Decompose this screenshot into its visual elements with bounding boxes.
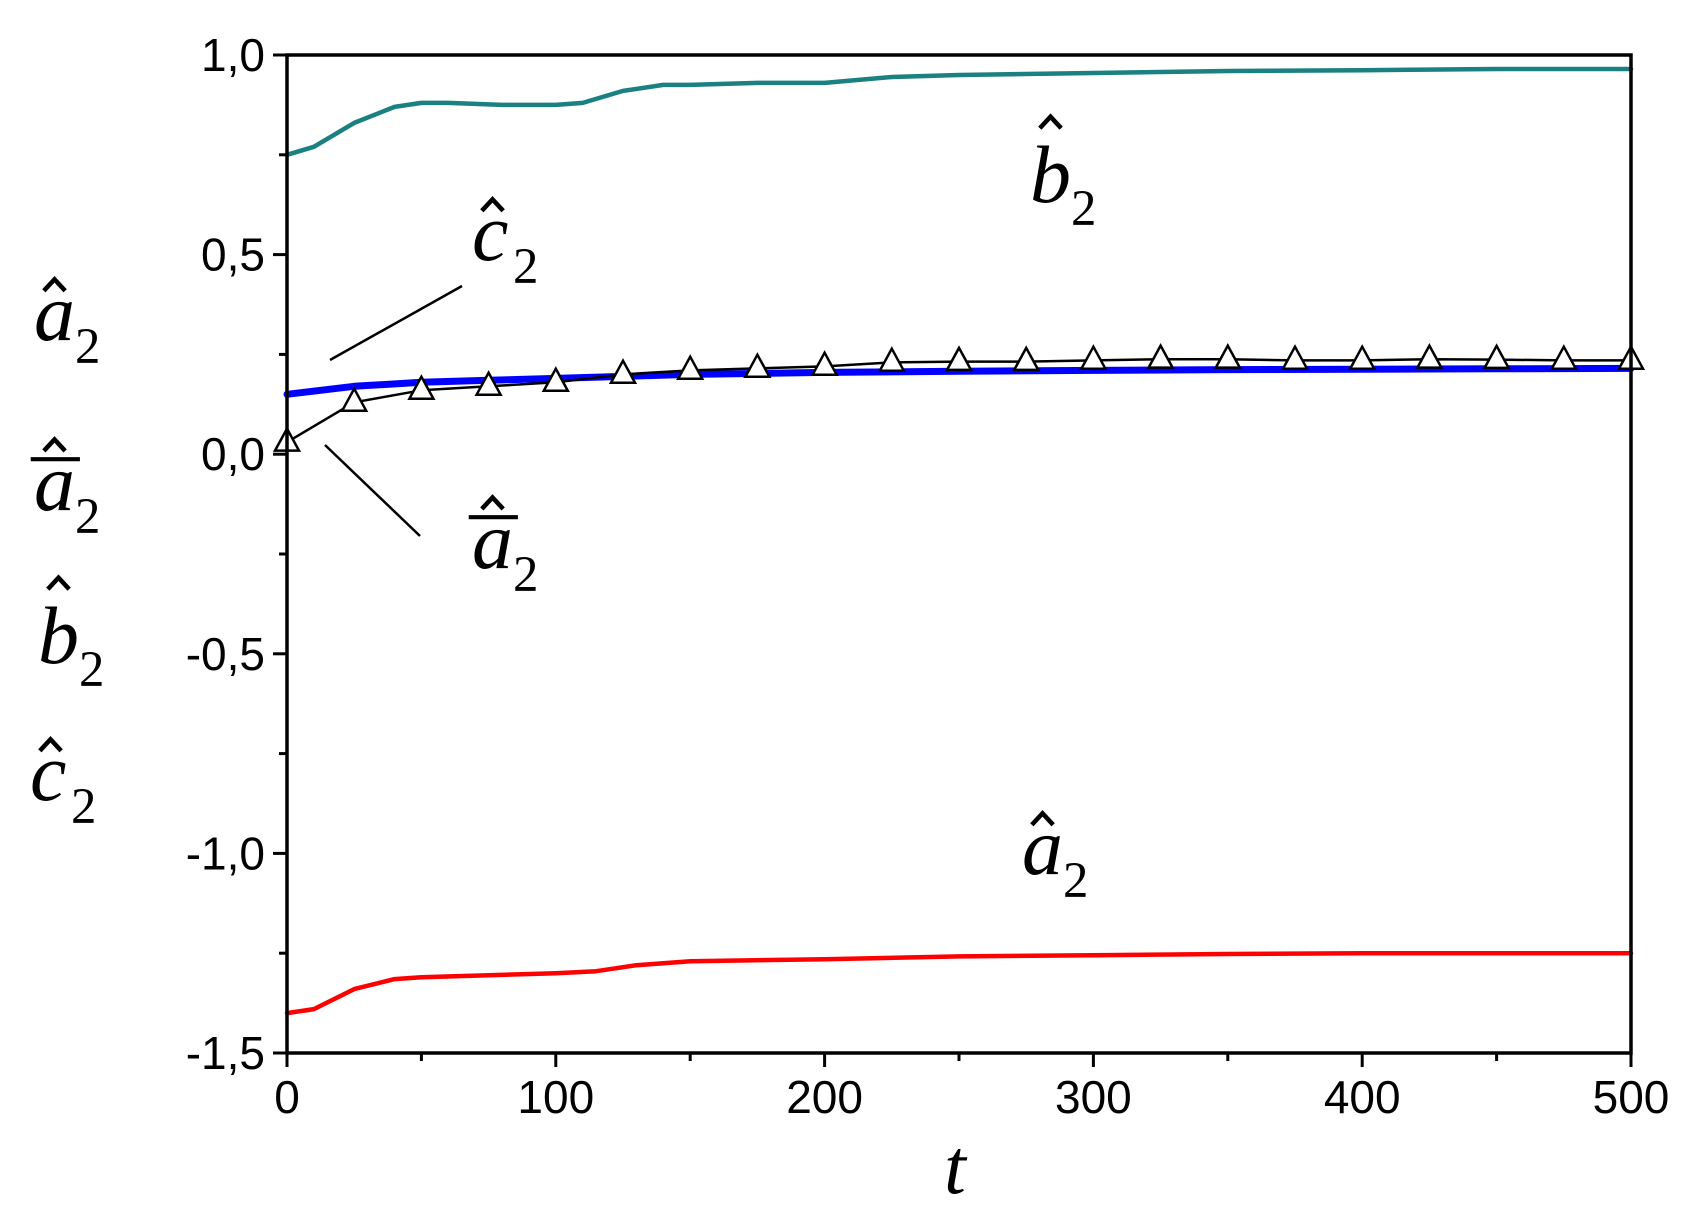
symbol-subscript: 2 <box>1063 852 1088 908</box>
x-axis-title-text: t <box>944 1123 968 1210</box>
symbol-subscript: 2 <box>513 238 538 294</box>
series-2-marker-15 <box>1280 344 1310 370</box>
series-2-marker-9 <box>877 346 906 372</box>
series-2-marker-6 <box>676 354 705 380</box>
series-2-marker-7 <box>743 352 772 378</box>
series-2-marker-3 <box>474 370 503 396</box>
series-line-0 <box>284 66 1634 158</box>
symbol-subscript: 2 <box>79 641 104 697</box>
y-tick-label: -1,5 <box>186 1027 265 1079</box>
x-tick-label: 200 <box>786 1071 863 1123</box>
symbol-hat <box>38 736 63 753</box>
series-2-marker-10 <box>944 345 974 372</box>
y-tick-label: -1,0 <box>186 827 265 879</box>
y-axis-title-stack: a 2a 2b 2c 2 <box>30 267 104 834</box>
series-line-3 <box>284 950 1634 1016</box>
leader-line-a2-bar <box>324 444 421 537</box>
x-axis-title: t <box>944 1123 968 1210</box>
symbol-hat <box>42 436 67 453</box>
series-2-marker-18 <box>1482 343 1511 370</box>
symbol-hat <box>46 574 71 591</box>
series-2-marker-19 <box>1549 344 1578 370</box>
x-tick-label: 100 <box>517 1071 594 1123</box>
axes-layer: 1,0 0,5 0,0 -0,5 -1,0 -1,50 100 200 300 400 500 <box>186 29 1670 1123</box>
x-tick-label: 300 <box>1055 1071 1132 1123</box>
series-2-marker-8 <box>810 350 839 376</box>
series-2-marker-16 <box>1348 344 1377 370</box>
series-2-marker-2 <box>407 374 436 400</box>
symbol-subscript: 2 <box>1071 180 1096 236</box>
symbol-base: a <box>34 437 75 528</box>
symbol-hat <box>480 494 505 511</box>
symbol-subscript: 2 <box>75 488 100 544</box>
symbol-hat <box>42 276 67 293</box>
series-2-marker-1 <box>340 386 369 412</box>
x-tick-label: 400 <box>1324 1071 1401 1123</box>
series-layer <box>272 66 1646 1016</box>
y-tick-label: 1,0 <box>201 29 265 81</box>
symbol-hat <box>1038 113 1063 130</box>
symbol-subscript: 2 <box>71 778 96 834</box>
y-tick-label: -0,5 <box>186 628 265 680</box>
series-2-marker-4 <box>541 366 570 392</box>
series-2-marker-14 <box>1213 342 1242 369</box>
symbol-hat <box>480 196 505 213</box>
symbol-base: b <box>1030 129 1071 220</box>
leader-line-c2 <box>329 284 463 362</box>
symbol-base: a <box>472 495 513 586</box>
symbol-hat <box>1030 810 1055 827</box>
y-tick-label: 0,5 <box>201 229 265 281</box>
series-2-marker-17 <box>1415 342 1444 369</box>
symbol-subscript: 2 <box>75 318 100 374</box>
symbol-base: b <box>38 590 79 681</box>
series-2-marker-13 <box>1146 342 1175 369</box>
series-2-marker-12 <box>1079 344 1108 370</box>
symbol-subscript: 2 <box>513 546 538 602</box>
series-2-marker-11 <box>1012 345 1041 372</box>
y-tick-label: 0,0 <box>201 428 265 480</box>
series-2-marker-5 <box>608 358 638 384</box>
x-tick-label: 500 <box>1593 1071 1670 1123</box>
x-tick-label: 0 <box>274 1071 300 1123</box>
